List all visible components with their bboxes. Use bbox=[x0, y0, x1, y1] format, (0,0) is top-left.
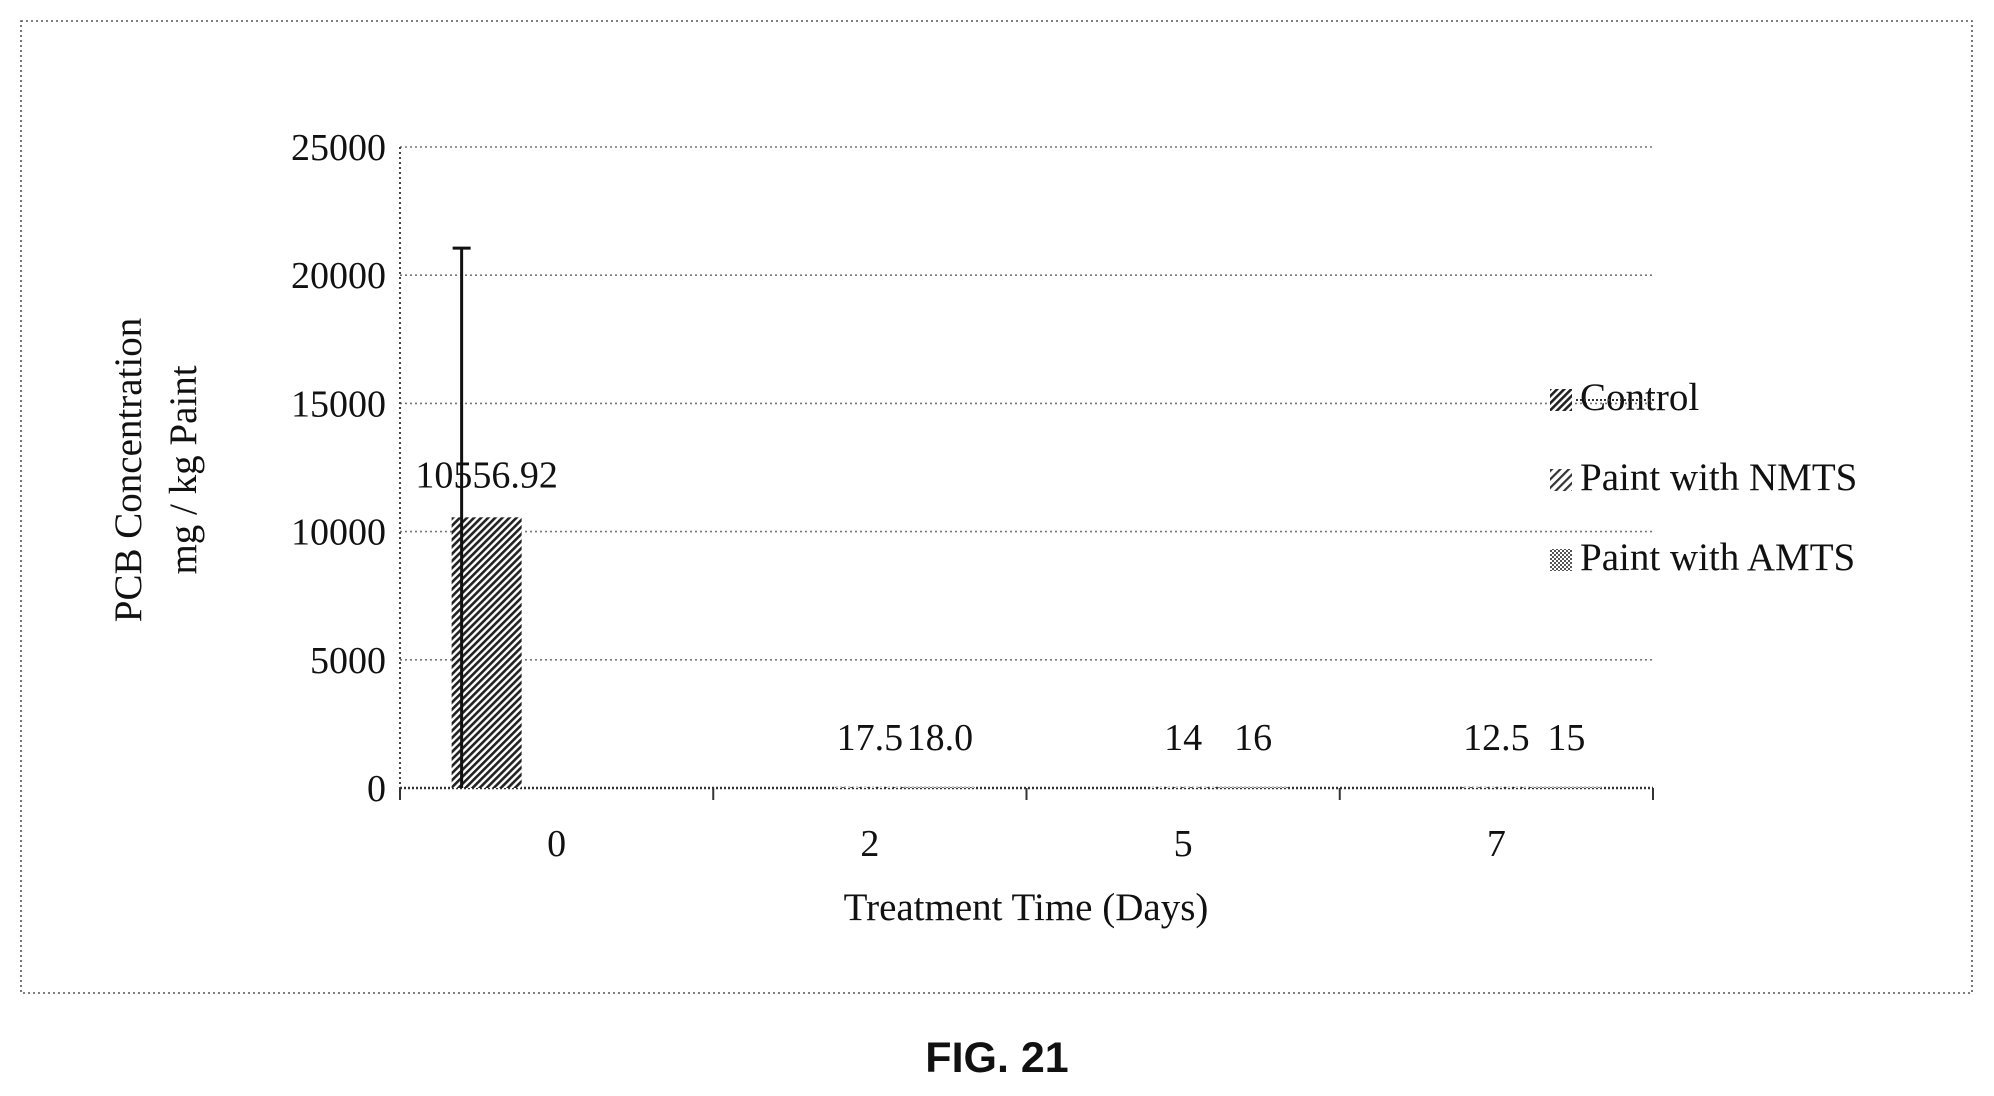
data-label: 10556.92 bbox=[415, 454, 558, 496]
legend-label-control: Control bbox=[1580, 376, 1699, 419]
y-tick-label: 15000 bbox=[291, 383, 386, 425]
legend-item-nmts: Paint with NMTS bbox=[1550, 456, 1857, 499]
legend-swatch-control bbox=[1550, 389, 1572, 411]
y-tick-label: 5000 bbox=[310, 640, 386, 682]
gridlines bbox=[400, 146, 1653, 661]
x-tick-marks bbox=[399, 788, 1654, 800]
bar-paint-with-amts-day-7 bbox=[1531, 787, 1602, 788]
bar-paint-with-amts-day-2 bbox=[904, 787, 975, 788]
y-axis-title-line-2: mg / kg Paint bbox=[162, 365, 205, 574]
data-label: 16 bbox=[1234, 717, 1272, 759]
x-tick-label: 0 bbox=[547, 823, 566, 865]
bar-paint-with-nmts-day-5 bbox=[1148, 787, 1219, 788]
legend-swatch-amts bbox=[1550, 549, 1572, 571]
bars bbox=[451, 517, 1602, 788]
data-label: 12.5 bbox=[1463, 717, 1530, 759]
y-tick-label: 0 bbox=[367, 768, 386, 810]
axes bbox=[399, 147, 1653, 790]
legend-item-control: Control bbox=[1550, 376, 1699, 419]
legend-label-amts: Paint with AMTS bbox=[1580, 536, 1855, 579]
legend-swatch-nmts bbox=[1550, 469, 1572, 491]
y-tick-label: 25000 bbox=[291, 127, 386, 169]
bar-paint-with-nmts-day-2 bbox=[834, 787, 905, 788]
x-tick-labels: 0 2 5 7 bbox=[547, 823, 1506, 865]
bar-paint-with-nmts-day-7 bbox=[1461, 787, 1532, 788]
x-tick-label: 7 bbox=[1487, 823, 1506, 865]
legend-item-amts: Paint with AMTS bbox=[1550, 536, 1855, 579]
bar-paint-with-amts-day-5 bbox=[1218, 787, 1289, 788]
chart-outer-border bbox=[20, 20, 1973, 994]
data-labels: 10556.92 17.5 14 12.5 18.0 16 15 bbox=[415, 454, 1585, 759]
bar-control-day-0 bbox=[451, 517, 522, 788]
figure-caption: FIG. 21 bbox=[925, 1034, 1068, 1082]
x-axis-title: Treatment Time (Days) bbox=[844, 886, 1209, 929]
y-axis-title-line-1: PCB Concentration bbox=[107, 318, 150, 622]
legend-label-nmts: Paint with NMTS bbox=[1580, 456, 1857, 499]
data-label: 15 bbox=[1547, 717, 1585, 759]
legend: Control Paint with NMTS Paint with AMTS bbox=[1550, 376, 1857, 579]
y-tick-label: 10000 bbox=[291, 512, 386, 554]
y-tick-label: 20000 bbox=[291, 255, 386, 297]
data-label: 17.5 bbox=[837, 717, 904, 759]
data-label: 14 bbox=[1164, 717, 1202, 759]
x-tick-label: 2 bbox=[860, 823, 879, 865]
y-tick-labels: 0 5000 10000 15000 20000 25000 bbox=[291, 127, 386, 810]
data-label: 18.0 bbox=[907, 717, 974, 759]
x-tick-label: 5 bbox=[1174, 823, 1193, 865]
y-axis-title: PCB Concentration mg / kg Paint bbox=[107, 318, 205, 622]
error-bars bbox=[452, 246, 471, 788]
